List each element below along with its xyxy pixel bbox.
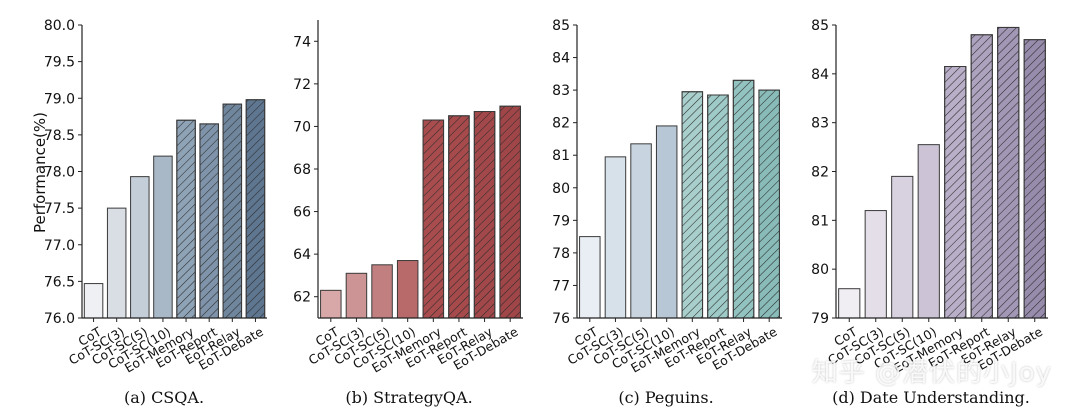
y-tick-label: 76.0 <box>44 311 75 327</box>
y-tick-label: 81 <box>811 213 829 229</box>
y-tick-label: 79 <box>552 213 570 229</box>
bar-hatch-8 <box>1023 39 1046 319</box>
y-axis-label: Performance(%) <box>31 111 49 233</box>
y-tick-label: 68 <box>293 162 311 178</box>
caption-date-understanding: (d) Date Understanding. <box>832 388 1030 407</box>
y-tick-label: 78.5 <box>44 128 75 144</box>
bar-hatch-7 <box>732 79 755 319</box>
y-tick-label: 80 <box>811 262 829 278</box>
bar-4 <box>153 155 173 319</box>
bar-hatch-6 <box>199 123 219 319</box>
y-tick-label: 74 <box>293 34 311 50</box>
bar-hatch-6 <box>707 94 729 319</box>
y-tick-label: 83 <box>552 83 570 99</box>
y-tick-label: 77 <box>552 278 570 294</box>
bar-hatch-7 <box>997 26 1020 319</box>
bar-3 <box>891 175 914 319</box>
y-tick-label: 82 <box>552 116 570 132</box>
y-tick-label: 79.0 <box>44 91 75 107</box>
bar-hatch-6 <box>448 115 470 319</box>
bar-2 <box>106 207 127 319</box>
chart-peguins: CoTCoT-SC(3)CoT-SC(5)CoT-SC(10)EoT-Memor… <box>552 18 782 376</box>
y-tick-label: 62 <box>293 290 311 306</box>
bar-hatch-5 <box>176 119 196 319</box>
bar-hatch-5 <box>422 119 445 319</box>
bar-1 <box>838 288 861 319</box>
chart-date-understanding: CoTCoT-SC(3)CoT-SC(5)CoT-SC(10)EoT-Memor… <box>811 18 1048 376</box>
bar-4 <box>917 144 940 319</box>
y-tick-label: 70 <box>293 119 311 135</box>
bar-hatch-7 <box>473 111 496 319</box>
y-tick-label: 80.0 <box>44 18 75 34</box>
bar-1 <box>320 289 342 319</box>
caption-csqa: (a) CSQA. <box>123 388 205 407</box>
y-tick-label: 72 <box>293 77 311 93</box>
y-tick-label: 78.0 <box>44 165 75 181</box>
y-tick-label: 79.5 <box>44 55 75 71</box>
y-tick-label: 84 <box>811 67 829 83</box>
y-tick-label: 77.0 <box>44 238 75 254</box>
bar-hatch-8 <box>245 99 266 319</box>
y-tick-label: 66 <box>293 205 311 221</box>
y-tick-label: 64 <box>293 247 311 263</box>
bar-hatch-6 <box>970 34 993 319</box>
chart-strategyqa: CoTCoT-SC(3)CoT-SC(5)CoT-SC(10)EoT-Memor… <box>293 20 523 376</box>
bar-hatch-8 <box>758 89 780 319</box>
y-tick-label: 76 <box>552 311 570 327</box>
bar-1 <box>83 283 104 319</box>
bar-2 <box>604 156 627 319</box>
bar-3 <box>630 143 652 319</box>
bar-hatch-8 <box>499 105 521 319</box>
y-tick-label: 79 <box>811 311 829 327</box>
y-tick-label: 76.5 <box>44 274 75 290</box>
y-tick-label: 77.5 <box>44 201 75 217</box>
bar-hatch-5 <box>681 91 704 319</box>
bar-1 <box>579 236 601 319</box>
bar-3 <box>371 264 393 319</box>
y-tick-label: 83 <box>811 116 829 132</box>
bar-4 <box>655 125 678 319</box>
bar-2 <box>864 210 887 319</box>
caption-peguins: (c) Peguins. <box>618 388 714 407</box>
y-tick-label: 81 <box>552 148 570 164</box>
bar-hatch-7 <box>222 103 243 319</box>
bar-3 <box>130 176 150 319</box>
bar-4 <box>396 260 419 319</box>
y-tick-label: 82 <box>811 165 829 181</box>
y-tick-label: 84 <box>552 51 570 67</box>
bar-hatch-5 <box>944 66 967 319</box>
chart-csqa: CoTCoT-SC(3)CoT-SC(5)CoT-SC(10)EoT-Memor… <box>44 18 267 376</box>
y-tick-label: 78 <box>552 246 570 262</box>
y-tick-label: 85 <box>811 18 829 34</box>
y-tick-label: 80 <box>552 181 570 197</box>
caption-strategyqa: (b) StrategyQA. <box>345 388 473 407</box>
y-tick-label: 85 <box>552 18 570 34</box>
bar-2 <box>345 272 368 319</box>
